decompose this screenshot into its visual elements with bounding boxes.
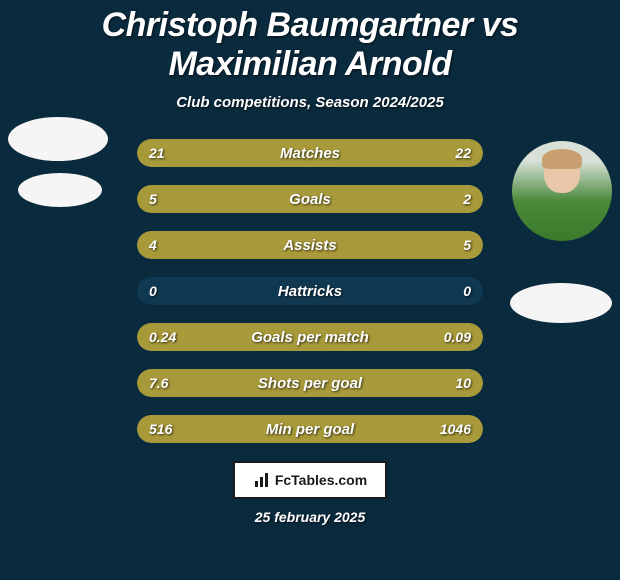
bar-row: 2122Matches — [137, 139, 483, 167]
bar-row: 52Goals — [137, 185, 483, 213]
comparison-chart: 2122Matches 52Goals 45Assists 00Hattricks 0.… — [0, 139, 620, 443]
footer-date: 25 february 2025 — [0, 509, 620, 525]
bar-label: Min per goal — [137, 415, 483, 443]
bar-label: Assists — [137, 231, 483, 259]
page-title: Christoph Baumgartner vs Maximilian Arno… — [0, 0, 620, 84]
bar-row: 7.610Shots per goal — [137, 369, 483, 397]
club-logo-right — [510, 283, 612, 323]
player-avatar-right — [512, 141, 612, 241]
chart-icon — [253, 471, 271, 489]
bar-label: Goals — [137, 185, 483, 213]
club-logo-left — [8, 117, 108, 161]
bar-row: 00Hattricks — [137, 277, 483, 305]
avatar-placeholder-icon — [512, 141, 612, 241]
bar-label: Shots per goal — [137, 369, 483, 397]
bar-row: 45Assists — [137, 231, 483, 259]
bar-label: Hattricks — [137, 277, 483, 305]
brand-badge: FcTables.com — [233, 461, 387, 499]
brand-text: FcTables.com — [275, 472, 367, 488]
bars-container: 2122Matches 52Goals 45Assists 00Hattricks 0.… — [137, 139, 483, 443]
club-logo-left-2 — [18, 173, 102, 207]
bar-label: Matches — [137, 139, 483, 167]
page-subtitle: Club competitions, Season 2024/2025 — [0, 94, 620, 111]
bar-label: Goals per match — [137, 323, 483, 351]
bar-row: 0.240.09Goals per match — [137, 323, 483, 351]
bar-row: 5161046Min per goal — [137, 415, 483, 443]
